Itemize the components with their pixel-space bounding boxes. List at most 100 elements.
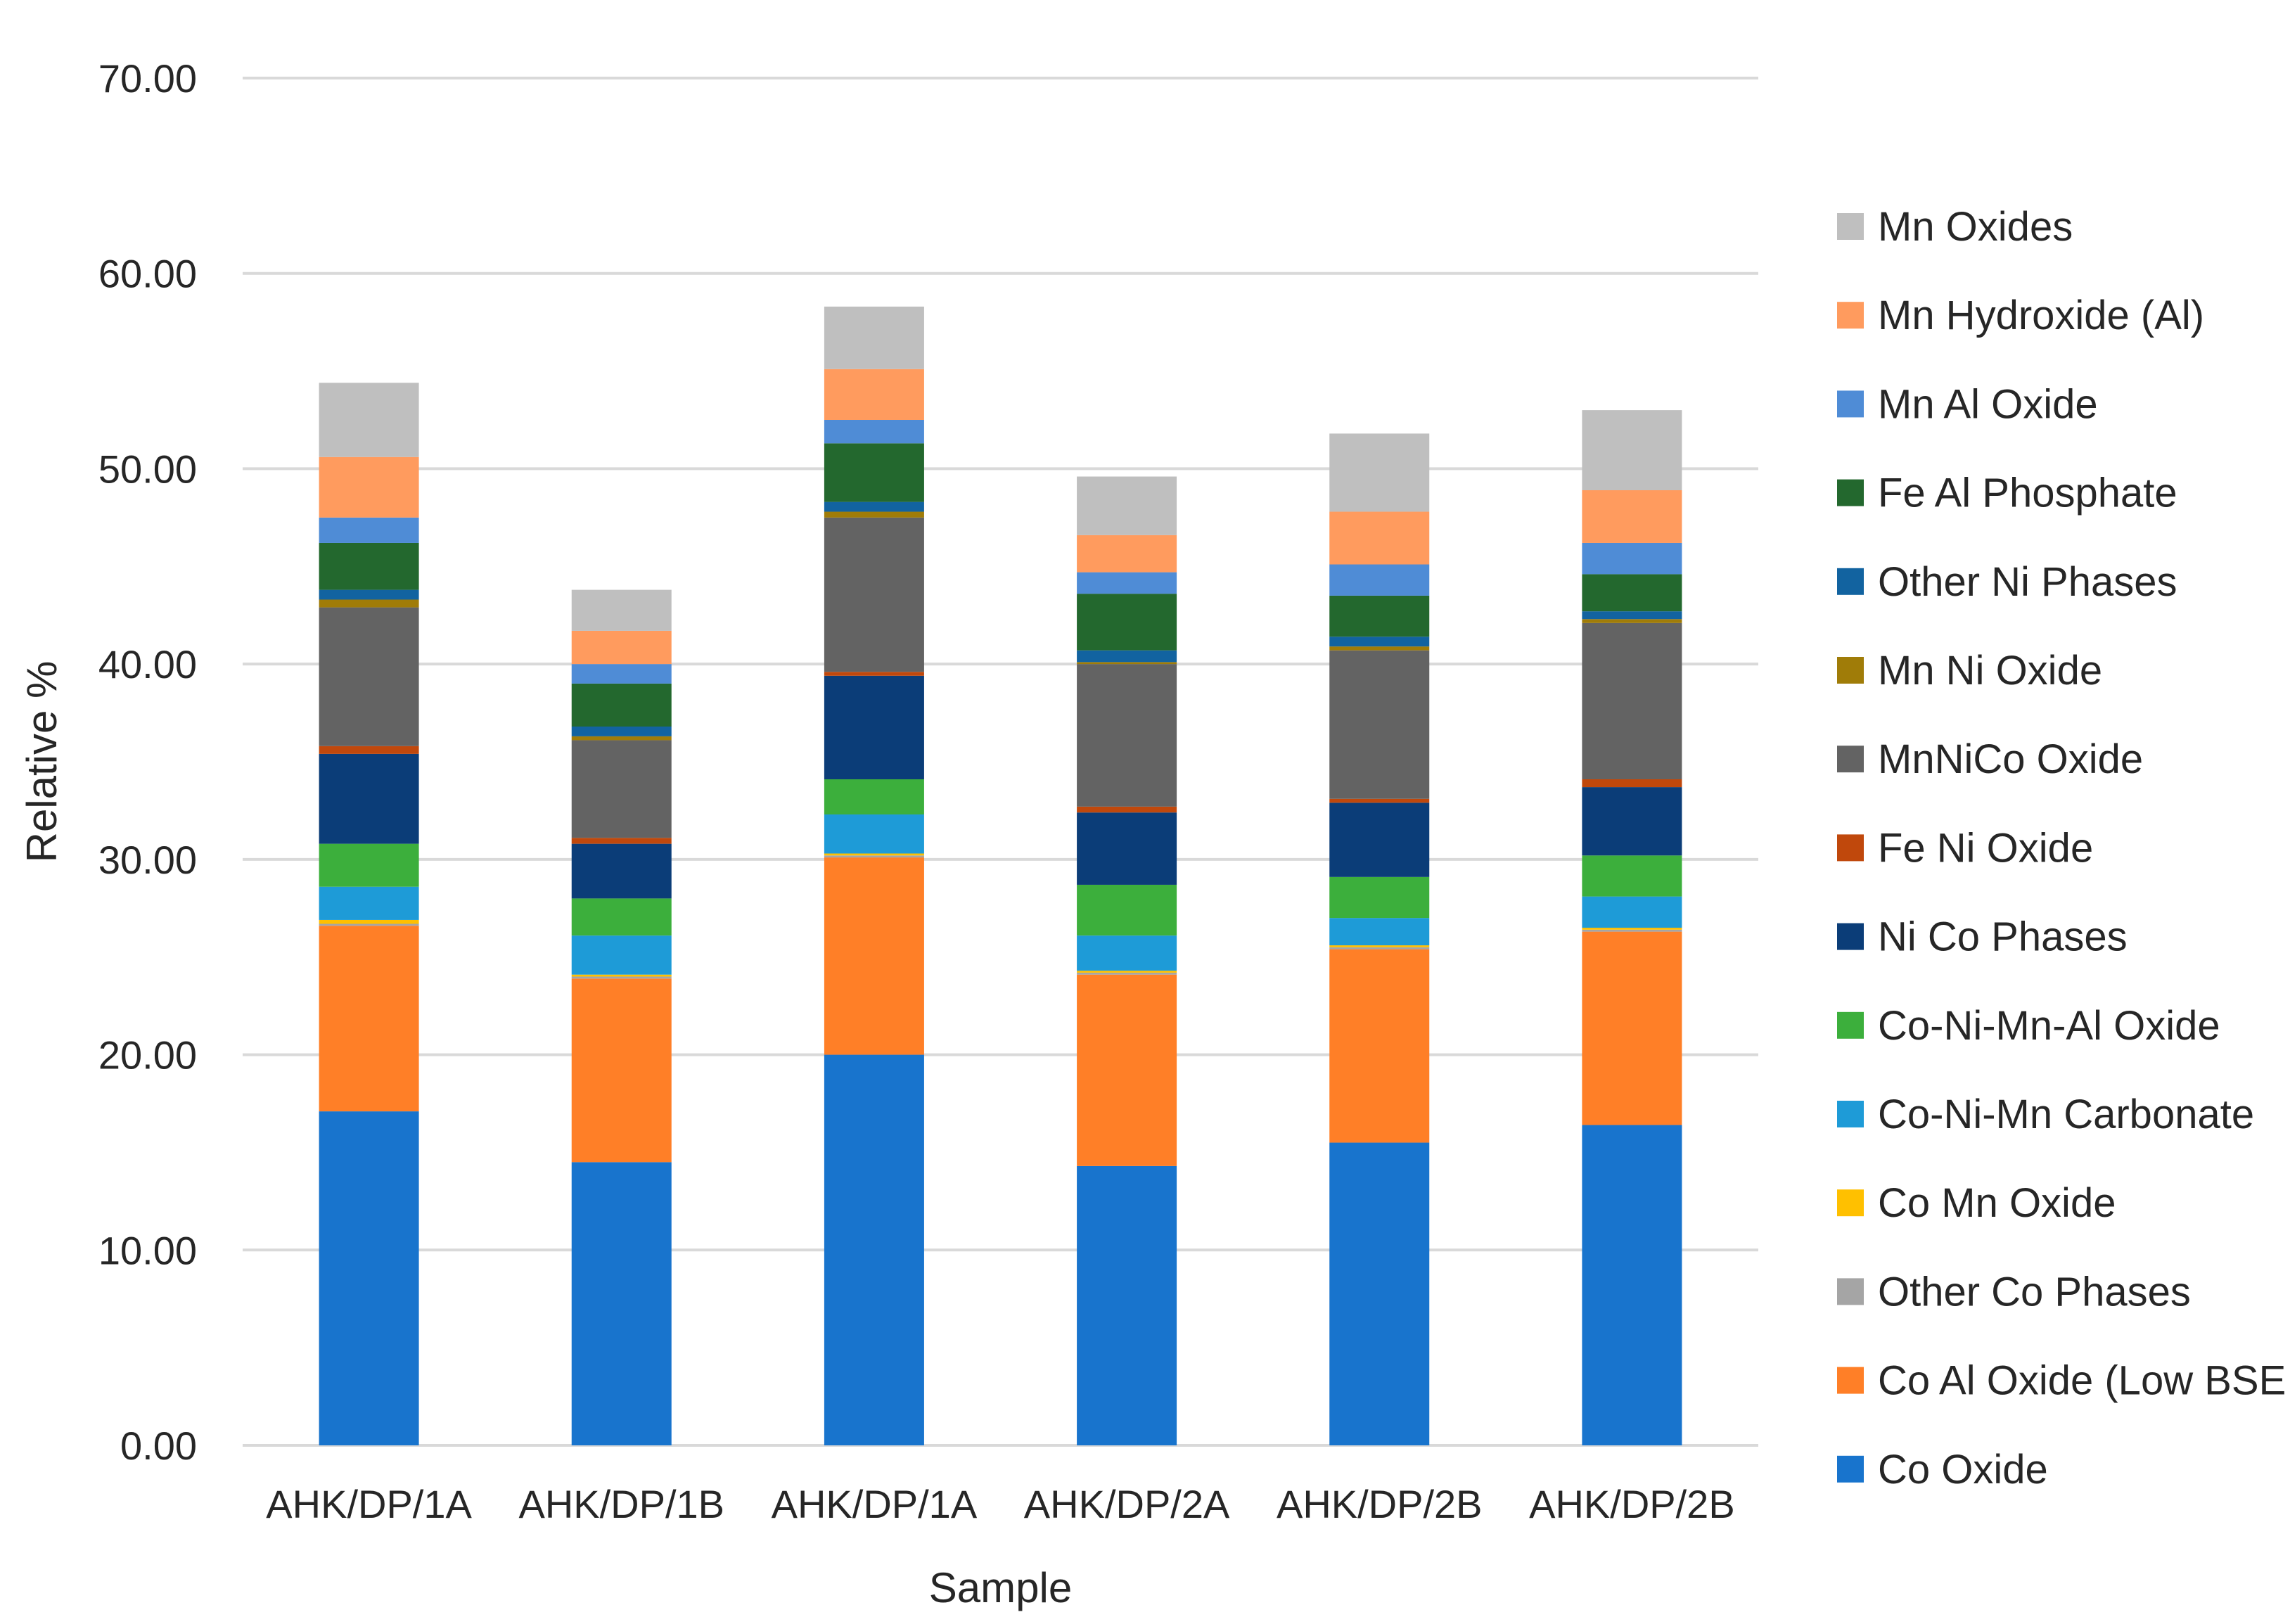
legend-swatch [1837, 1101, 1864, 1127]
bar-segment-co-oxide [319, 1111, 419, 1445]
y-tick-label: 50.00 [98, 447, 197, 491]
bar-segment-co-ni-mn-carbonate [571, 935, 672, 975]
bar-segment-fe-ni-oxide [319, 746, 419, 754]
bar-segment-fe-ni-oxide [1329, 798, 1430, 803]
legend-swatch [1837, 923, 1864, 950]
bar-segment-mnnico-oxide [319, 607, 419, 746]
bar-segment-co-al-oxide-low-bse [1582, 931, 1682, 1125]
bar-segment-mn-ni-oxide [319, 599, 419, 608]
bar-segment-fe-al-phosphate [1582, 574, 1682, 612]
legend-label: Fe Ni Oxide [1878, 825, 2093, 871]
bar-segment-co-mn-oxide [1582, 928, 1682, 930]
bar-segment-co-ni-mn-carbonate [1077, 935, 1177, 971]
bar-segment-fe-al-phosphate [824, 443, 924, 502]
bar-segment-co-oxide [571, 1162, 672, 1445]
legend-swatch [1837, 834, 1864, 862]
bar-segment-mn-al-oxide [571, 664, 672, 684]
bar-segment-mn-ni-oxide [1329, 646, 1430, 651]
bar-segment-ni-co-phases [319, 753, 419, 844]
x-tick-label: AHK/DP/1A [772, 1482, 978, 1526]
x-tick-label: AHK/DP/2B [1277, 1482, 1483, 1526]
bar-segment-mn-ni-oxide [824, 511, 924, 518]
bar-segment-mn-al-oxide [1329, 564, 1430, 596]
bar-segment-fe-ni-oxide [1077, 806, 1177, 813]
bar-segment-ni-co-phases [571, 843, 672, 899]
bar-segment-mn-ni-oxide [1077, 662, 1177, 665]
bar-segment-fe-al-phosphate [319, 542, 419, 590]
bar-segment-mnnico-oxide [1077, 664, 1177, 807]
legend-label: Co-Ni-Mn-Al Oxide [1878, 1003, 2220, 1049]
legend-swatch [1837, 302, 1864, 329]
bar-segment-mn-hydroxide-al [824, 369, 924, 420]
bars [319, 306, 1682, 1445]
bar-segment-co-ni-mn-al-oxide [319, 843, 419, 887]
bar-segment-mn-ni-oxide [1582, 619, 1682, 623]
legend: Mn Oxides Mn Hydroxide (Al) Mn Al Oxide Fe … [1837, 204, 2286, 1492]
bar-segment-co-ni-mn-al-oxide [824, 779, 924, 814]
legend-swatch [1837, 657, 1864, 684]
bar-segment-co-mn-oxide [1077, 971, 1177, 973]
bar-segment-other-ni-phases [319, 589, 419, 600]
bar-segment-co-oxide [1582, 1125, 1682, 1445]
legend-swatch [1837, 1011, 1864, 1039]
bar-segment-ni-co-phases [824, 675, 924, 779]
x-tick-label: AHK/DP/1A [266, 1482, 472, 1526]
bar-segment-other-ni-phases [1582, 611, 1682, 620]
legend-label: Fe Al Phosphate [1878, 471, 2177, 516]
y-tick-label: 10.00 [98, 1228, 197, 1272]
bar-segment-other-ni-phases [571, 727, 672, 736]
legend-swatch [1837, 1278, 1864, 1305]
bar-segment-other-ni-phases [824, 501, 924, 512]
bar-segment-co-oxide [1077, 1165, 1177, 1445]
bar-segment-co-ni-mn-carbonate [824, 814, 924, 854]
bar-segment-co-ni-mn-carbonate [319, 886, 419, 920]
legend-swatch [1837, 1189, 1864, 1217]
bar-segment-mn-oxides [571, 589, 672, 631]
x-tick-label: AHK/DP/1B [518, 1482, 724, 1526]
bar-segment-other-ni-phases [1077, 650, 1177, 663]
bar-segment-other-ni-phases [1329, 637, 1430, 647]
bar-segment-co-mn-oxide [1329, 945, 1430, 947]
y-tick-label: 20.00 [98, 1033, 197, 1078]
bar-segment-co-al-oxide-low-bse [824, 857, 924, 1055]
bar-segment-ni-co-phases [1582, 787, 1682, 856]
bar-segment-co-mn-oxide [571, 974, 672, 977]
legend-label: Ni Co Phases [1878, 914, 2128, 960]
bar-segment-mn-al-oxide [1582, 542, 1682, 575]
bar-segment-co-oxide [824, 1054, 924, 1445]
bar-segment-co-mn-oxide [319, 919, 419, 924]
legend-label: Other Ni Phases [1878, 559, 2177, 605]
y-tick-label: 60.00 [98, 252, 197, 296]
bar-segment-mn-ni-oxide [571, 736, 672, 741]
x-tick-label: AHK/DP/2B [1529, 1482, 1735, 1526]
legend-label: Mn Al Oxide [1878, 381, 2098, 427]
legend-label: Co-Ni-Mn Carbonate [1878, 1092, 2254, 1137]
bar-segment-other-co-phases [1077, 972, 1177, 975]
legend-label: MnNiCo Oxide [1878, 736, 2143, 782]
bar-segment-fe-ni-oxide [1582, 779, 1682, 788]
bar-segment-co-oxide [1329, 1142, 1430, 1445]
bar-segment-mnnico-oxide [824, 517, 924, 672]
legend-label: Other Co Phases [1878, 1269, 2191, 1315]
bar-segment-other-co-phases [824, 855, 924, 858]
y-axis-title: Relative % [18, 661, 65, 863]
bar-segment-co-ni-mn-carbonate [1329, 918, 1430, 946]
bar-segment-other-co-phases [1329, 947, 1430, 950]
bar-segment-mn-hydroxide-al [1329, 511, 1430, 565]
bar-segment-mn-oxides [319, 383, 419, 457]
bar-segment-co-mn-oxide [824, 853, 924, 856]
bar-segment-mn-hydroxide-al [1077, 535, 1177, 573]
bar-segment-co-al-oxide-low-bse [1077, 974, 1177, 1166]
x-axis-ticks: AHK/DP/1A AHK/DP/1B AHK/DP/1A AHK/DP/2A AHK/… [266, 1482, 1734, 1526]
y-tick-label: 40.00 [98, 642, 197, 686]
bar-segment-mnnico-oxide [1582, 622, 1682, 779]
bar-segment-fe-ni-oxide [571, 838, 672, 844]
gridlines [243, 77, 1758, 1447]
legend-label: Mn Oxides [1878, 204, 2073, 250]
bar-segment-fe-al-phosphate [1077, 594, 1177, 651]
bar-segment-mn-hydroxide-al [571, 630, 672, 665]
legend-swatch [1837, 213, 1864, 240]
bar-segment-mn-hydroxide-al [319, 456, 419, 518]
legend-swatch [1837, 568, 1864, 595]
bar-segment-fe-ni-oxide [824, 672, 924, 676]
